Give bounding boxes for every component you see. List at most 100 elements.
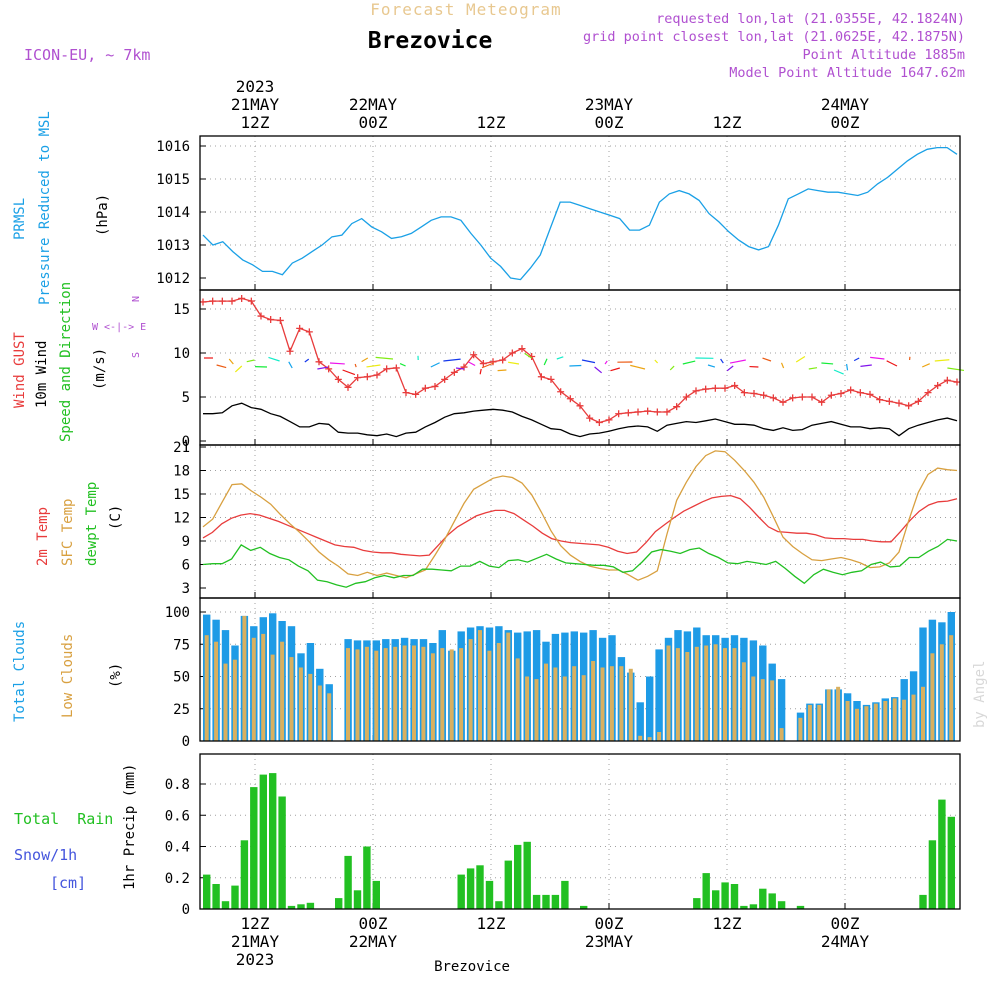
y-tick-label: 1014 (156, 205, 190, 221)
bar-low-clouds (845, 701, 850, 741)
bar-low-clouds (732, 648, 737, 741)
wind-labels: Wind GUST 10m Wind Speed and Direction (… (12, 282, 146, 442)
cloud-labels: Total Clouds Low Clouds (%) (12, 621, 124, 722)
gust-marker (557, 388, 565, 396)
bar-total-clouds (777, 679, 786, 741)
gust-marker (779, 398, 787, 406)
gust-marker (537, 373, 545, 381)
gust-marker (566, 395, 574, 403)
y-tick-label: 3 (182, 581, 190, 597)
bar-low-clouds (779, 728, 784, 741)
gust-marker (586, 414, 594, 422)
wind-direction-arrow (726, 365, 734, 372)
bar-low-clouds (308, 673, 313, 741)
bar-total-rain (759, 888, 767, 909)
bar-low-clouds (468, 639, 473, 741)
y-tick-label: 50 (173, 670, 190, 686)
bar-low-clouds (600, 667, 605, 741)
bar-total-rain (947, 816, 955, 909)
bar-low-clouds (628, 668, 633, 741)
bar-low-clouds (939, 644, 944, 742)
bar-low-clouds (770, 680, 775, 741)
wind-direction-arrow (947, 367, 965, 372)
bar-low-clouds (638, 735, 643, 741)
wind-direction-arrow (581, 359, 596, 364)
wind-direction-arrow (833, 369, 844, 375)
gust-marker (402, 389, 410, 397)
total-clouds-label: Total Clouds (12, 621, 28, 722)
gust-marker (789, 394, 797, 402)
bar-low-clouds (355, 649, 360, 741)
bar-total-rain (485, 880, 494, 909)
gust-marker (218, 297, 226, 305)
wind-direction-arrow (234, 365, 243, 373)
y-tick-label: 0.2 (165, 871, 190, 887)
bar-low-clouds (760, 679, 765, 741)
gust-marker (286, 347, 294, 355)
gust-marker (383, 365, 391, 373)
top-time-label: 12Z (477, 113, 506, 132)
pressure-label-prmsl: PRMSL (12, 198, 28, 240)
bar-low-clouds (478, 630, 482, 741)
y-tick-label: 12 (173, 511, 190, 527)
bar-total-rain (231, 885, 239, 909)
top-time-label: 22MAY (349, 95, 398, 114)
bar-total-rain (344, 855, 352, 909)
wind-direction-arrow (375, 356, 394, 360)
bar-total-rain (919, 894, 927, 909)
bar-low-clouds (374, 650, 379, 741)
bar-low-clouds (553, 667, 558, 741)
bar-low-clouds (751, 676, 756, 741)
bar-low-clouds (534, 679, 539, 741)
wind-direction-arrow (921, 363, 930, 368)
bar-low-clouds (232, 659, 237, 741)
wind-direction-arrow (455, 367, 465, 370)
wind-direction-arrow (329, 362, 345, 365)
top-time-label: 12Z (713, 113, 742, 132)
y-tick-label: 10 (173, 346, 190, 362)
bar-total-rain (221, 901, 230, 909)
bar-total-rain (777, 901, 786, 909)
bar-low-clouds (487, 650, 492, 741)
wind-direction-arrow (780, 362, 785, 369)
gust-marker (837, 389, 845, 397)
bottom-time-label: 22MAY (349, 932, 398, 951)
bar-low-clouds (591, 661, 596, 741)
gust-marker (392, 364, 400, 372)
series-line-pressure-reduced-to-msl (202, 146, 958, 281)
gust-marker (547, 375, 555, 383)
gust-marker (499, 356, 507, 364)
compass-we: W <-|-> E (92, 322, 146, 333)
wind-direction-arrow (569, 364, 582, 367)
bar-low-clouds (449, 649, 454, 741)
gust-marker (267, 316, 275, 324)
y-tick-label: 18 (173, 464, 190, 480)
bar-total-rain (514, 844, 522, 909)
bar-low-clouds (383, 648, 388, 741)
y-tick-label: 0 (182, 734, 190, 750)
gust-marker (247, 297, 255, 305)
wind-direction-arrow (808, 367, 818, 370)
top-time-label: 00Z (359, 113, 388, 132)
series-line-sfc-temp (202, 450, 958, 581)
temperature-labels: 2m Temp SFC Temp dewpt Temp (C) (35, 482, 124, 566)
bar-low-clouds (364, 646, 369, 741)
bar-total-clouds (919, 627, 927, 741)
y-tick-label: 9 (182, 534, 190, 550)
bar-total-rain (693, 898, 701, 909)
gust-marker (856, 389, 864, 397)
bar-total-rain (457, 874, 465, 909)
bottom-time-label: 12Z (713, 914, 742, 933)
wind-10m-label: 10m Wind (34, 341, 50, 408)
bottom-time-label: 12Z (241, 914, 270, 933)
gust-marker (624, 409, 632, 417)
bar-low-clouds (807, 704, 812, 741)
bar-low-clouds (440, 648, 445, 741)
panel-clouds: 0 25 50 75 100 (165, 597, 961, 750)
wind-direction-arrow (216, 364, 227, 369)
bar-total-rain (495, 901, 503, 909)
wind-direction-arrow (682, 360, 696, 365)
bar-low-clouds (412, 645, 416, 741)
wind-direction-arrow (268, 356, 280, 362)
bar-total-rain (476, 865, 484, 910)
